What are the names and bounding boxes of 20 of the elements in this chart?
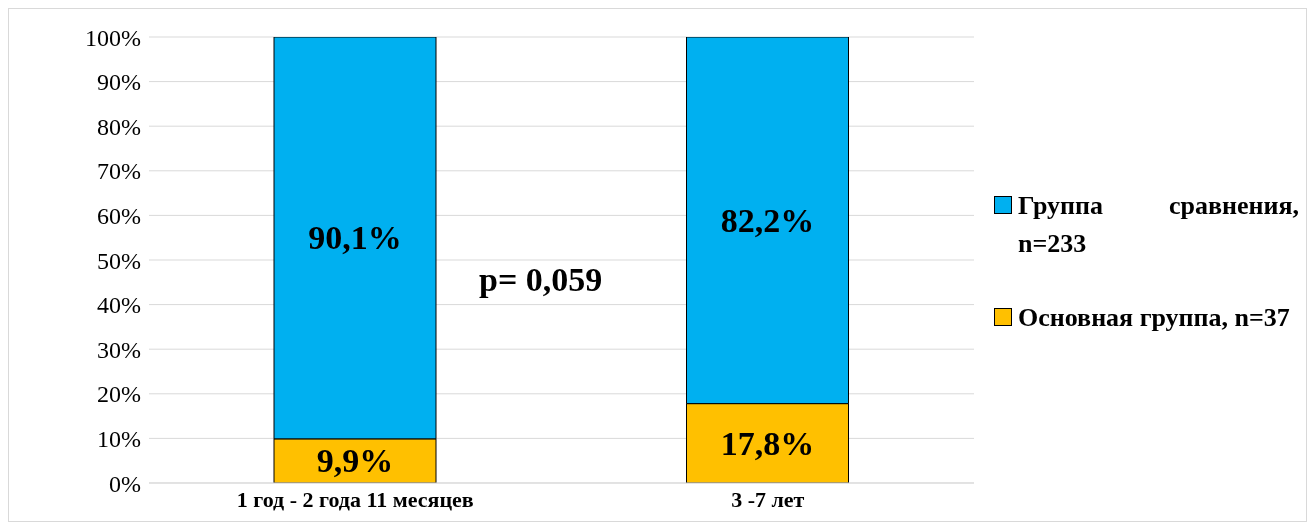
y-tick-label: 0% — [109, 470, 141, 497]
legend-label: Основная группа, n=37 — [1018, 302, 1290, 334]
y-tick-label: 100% — [85, 24, 141, 51]
y-tick-label: 20% — [97, 381, 141, 408]
data-label: 90,1% — [308, 219, 402, 257]
data-label: 82,2% — [720, 201, 815, 239]
y-tick-label: 10% — [97, 425, 141, 452]
data-label: 9,9% — [316, 442, 394, 480]
y-tick-label: 30% — [97, 336, 141, 363]
y-tick-label: 60% — [97, 202, 141, 229]
y-tick-label: 70% — [97, 158, 141, 185]
legend-label: Группа сравнения, n=233 — [1018, 190, 1299, 260]
annotation: p= 0,059 — [479, 261, 603, 299]
x-tick-label: 1 год - 2 года 11 месяцев — [236, 486, 474, 512]
y-tick-label: 50% — [97, 247, 141, 274]
data-label: 17,8% — [720, 424, 815, 462]
x-tick-label: 3 -7 лет — [731, 486, 805, 512]
y-tick-label: 80% — [97, 113, 141, 140]
y-tick-label: 40% — [97, 292, 141, 319]
y-tick-label: 90% — [97, 69, 141, 96]
